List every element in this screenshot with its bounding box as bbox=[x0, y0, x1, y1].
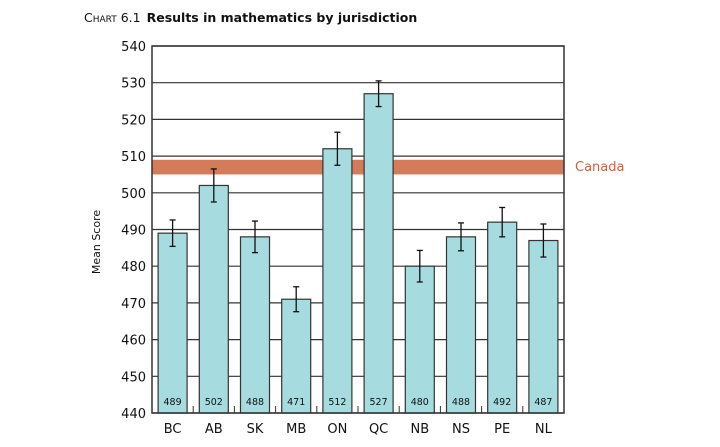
canada-reference-label: Canada bbox=[575, 160, 624, 175]
y-tick-label: 490 bbox=[121, 224, 146, 239]
y-tick-label: 440 bbox=[121, 407, 146, 422]
x-tick-label-PE: PE bbox=[494, 422, 510, 437]
data-label-NS: 488 bbox=[452, 397, 470, 408]
y-tick-label: 480 bbox=[121, 260, 146, 275]
x-tick-label-ON: ON bbox=[327, 422, 347, 437]
bar-QC bbox=[363, 93, 394, 414]
data-label-PE: 492 bbox=[493, 397, 511, 408]
bar-MB bbox=[281, 298, 312, 414]
plot-frame bbox=[151, 45, 565, 414]
y-tick-label: 520 bbox=[121, 113, 146, 128]
bar-SK bbox=[239, 236, 271, 414]
y-axis-label: Mean Score bbox=[90, 210, 103, 275]
x-tick-label-NL: NL bbox=[535, 422, 553, 437]
bar-BC bbox=[157, 232, 188, 414]
data-label-AB: 502 bbox=[205, 397, 223, 408]
x-tick-label-BC: BC bbox=[164, 422, 182, 437]
y-tick-label: 470 bbox=[121, 297, 146, 312]
x-tick-label-AB: AB bbox=[205, 422, 223, 437]
y-tick-label: 450 bbox=[121, 370, 146, 385]
canada-reference-band bbox=[152, 159, 564, 175]
chart-title: Chart 6.1 Results in mathematics by juris… bbox=[84, 10, 417, 25]
x-tick-label-MB: MB bbox=[286, 422, 306, 437]
bar-ON bbox=[322, 148, 353, 414]
y-tick-label: 540 bbox=[121, 40, 146, 55]
y-tick-label: 460 bbox=[121, 334, 146, 349]
chart-title-text: Results in mathematics by jurisdiction bbox=[146, 10, 418, 25]
data-label-BC: 489 bbox=[164, 397, 182, 408]
data-label-MB: 471 bbox=[287, 397, 305, 408]
x-tick-label-QC: QC bbox=[369, 422, 388, 437]
y-tick-label: 510 bbox=[121, 150, 146, 165]
x-tick-label-NS: NS bbox=[452, 422, 470, 437]
bar-NB bbox=[404, 265, 435, 414]
data-label-ON: 512 bbox=[328, 397, 346, 408]
bar-AB bbox=[198, 184, 229, 414]
data-label-NB: 480 bbox=[411, 397, 429, 408]
data-label-SK: 488 bbox=[246, 397, 264, 408]
bar-NL bbox=[528, 239, 559, 414]
y-tick-label: 500 bbox=[121, 187, 146, 202]
x-tick-label-SK: SK bbox=[247, 422, 264, 437]
x-tick-label-NB: NB bbox=[410, 422, 429, 437]
data-label-QC: 527 bbox=[370, 397, 388, 408]
bar-PE bbox=[487, 221, 518, 414]
chart-number: Chart 6.1 bbox=[84, 10, 141, 25]
bar-NS bbox=[445, 236, 477, 414]
y-tick-label: 530 bbox=[121, 77, 146, 92]
data-label-NL: 487 bbox=[534, 397, 552, 408]
